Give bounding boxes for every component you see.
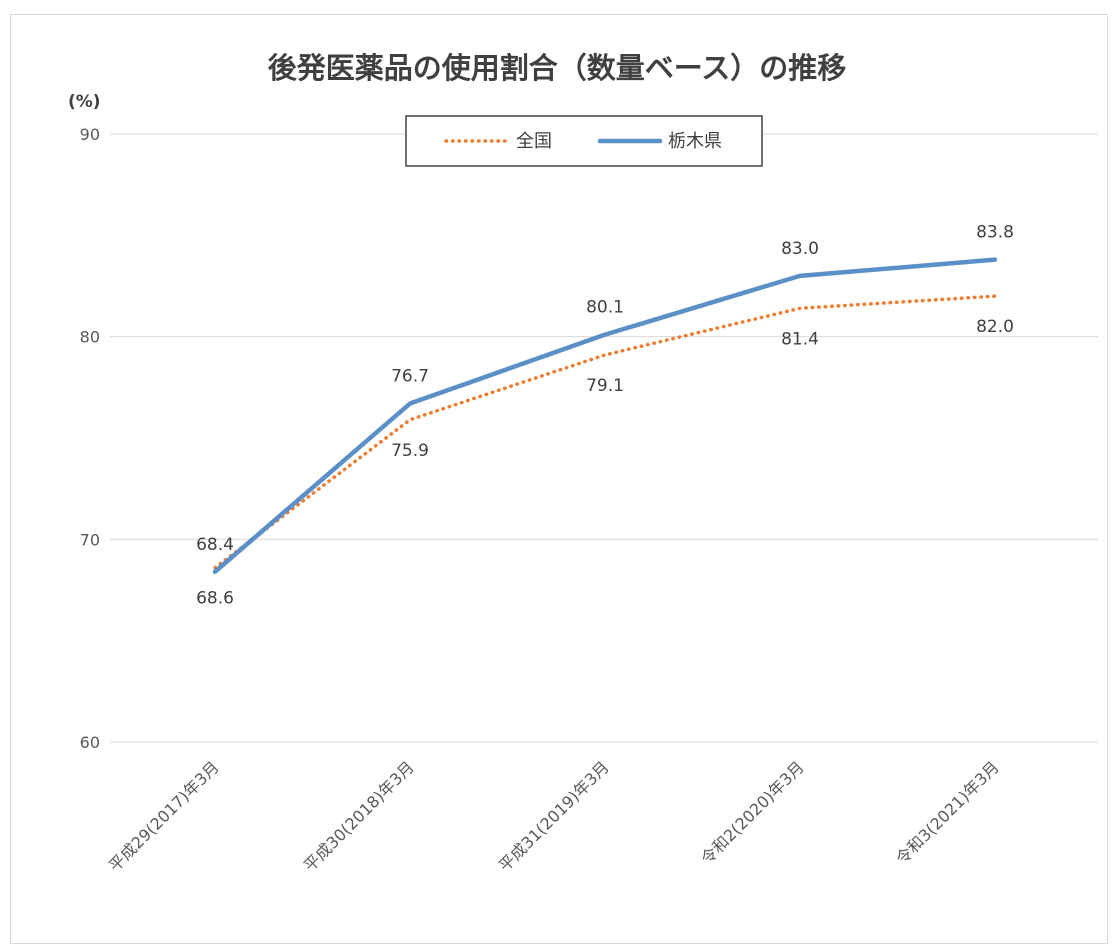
chart-title: 後発医薬品の使用割合（数量ベース）の推移 <box>268 51 847 85</box>
y-tick-label: 90 <box>80 125 100 144</box>
data-label-national: 82.0 <box>976 317 1014 337</box>
data-label-national: 68.6 <box>196 589 234 609</box>
data-labels: 68.6 75.9 79.1 81.4 82.0 68.4 76.7 80.1 83.0 83.8 <box>196 223 1014 609</box>
series-line-tochigi <box>212 257 998 575</box>
x-tick-label: 平成30(2018)年3月 <box>300 757 418 875</box>
series-lines <box>212 257 998 575</box>
legend: 全国 栃木県 <box>405 115 763 167</box>
data-label-national: 75.9 <box>391 441 429 461</box>
x-tick-label: 令和3(2021)年3月 <box>892 757 1003 868</box>
data-label-tochigi: 68.4 <box>196 535 234 555</box>
legend-label-national: 全国 <box>516 131 552 152</box>
data-label-national: 81.4 <box>781 329 819 349</box>
data-label-tochigi: 80.1 <box>586 298 624 318</box>
y-tick-label: 60 <box>80 733 100 752</box>
gridlines <box>110 133 1098 743</box>
legend-box <box>405 115 763 167</box>
data-label-national: 79.1 <box>586 376 624 396</box>
y-tick-label: 80 <box>80 328 100 347</box>
x-tick-label: 平成31(2019)年3月 <box>495 757 613 875</box>
y-tick-label: 70 <box>80 530 100 549</box>
x-tick-label: 令和2(2020)年3月 <box>697 757 808 868</box>
data-label-tochigi: 83.8 <box>976 223 1014 243</box>
y-axis-unit-label: (%) <box>68 92 101 112</box>
series-line-national <box>213 294 997 570</box>
chart-area <box>10 14 1108 944</box>
data-label-tochigi: 76.7 <box>391 367 429 387</box>
x-axis-ticks: 平成29(2017)年3月 平成30(2018)年3月 平成31(2019)年3月令… <box>105 757 1003 875</box>
data-label-tochigi: 83.0 <box>781 239 819 259</box>
legend-label-tochigi: 栃木県 <box>668 131 722 152</box>
x-tick-label: 平成29(2017)年3月 <box>105 757 223 875</box>
y-axis-ticks: 60 70 80 90 <box>80 125 100 752</box>
